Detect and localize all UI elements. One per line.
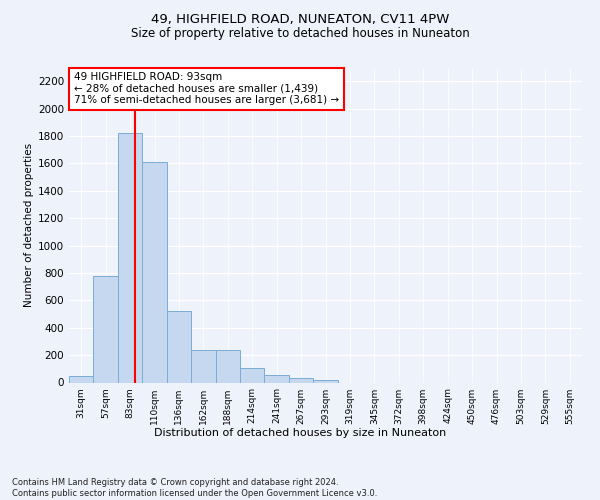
Text: Contains HM Land Registry data © Crown copyright and database right 2024.
Contai: Contains HM Land Registry data © Crown c…	[12, 478, 377, 498]
Bar	[69, 376, 94, 382]
Bar	[265, 375, 289, 382]
Bar	[215, 350, 240, 382]
Bar	[191, 350, 215, 382]
Bar	[94, 276, 118, 382]
Text: Size of property relative to detached houses in Nuneaton: Size of property relative to detached ho…	[131, 28, 469, 40]
Bar	[289, 378, 313, 382]
Bar	[167, 312, 191, 382]
Text: 49, HIGHFIELD ROAD, NUNEATON, CV11 4PW: 49, HIGHFIELD ROAD, NUNEATON, CV11 4PW	[151, 12, 449, 26]
Bar	[142, 162, 167, 382]
Bar	[313, 380, 338, 382]
Bar	[240, 368, 265, 382]
Text: 49 HIGHFIELD ROAD: 93sqm
← 28% of detached houses are smaller (1,439)
71% of sem: 49 HIGHFIELD ROAD: 93sqm ← 28% of detach…	[74, 72, 339, 106]
Text: Distribution of detached houses by size in Nuneaton: Distribution of detached houses by size …	[154, 428, 446, 438]
Y-axis label: Number of detached properties: Number of detached properties	[24, 143, 34, 307]
Bar	[118, 133, 142, 382]
